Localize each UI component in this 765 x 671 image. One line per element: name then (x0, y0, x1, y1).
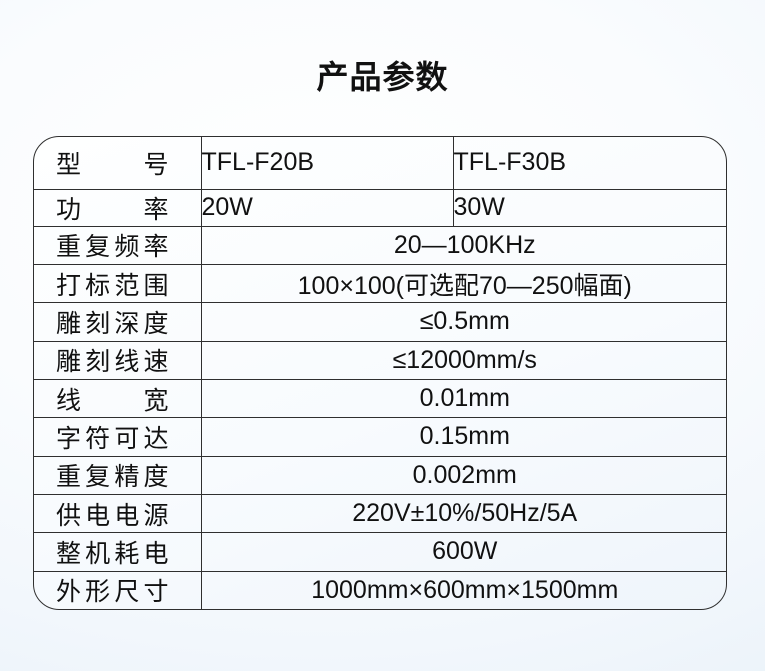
spec-value-model-f30b: TFL-F30B (452, 137, 726, 190)
spec-label-cell: 外形尺寸 (34, 570, 202, 609)
spec-label: 线 宽 (56, 386, 169, 415)
spec-label-cell: 线 宽 (34, 378, 202, 419)
spec-label: 打标范围 (56, 271, 169, 300)
spec-value: ≤0.5mm (200, 302, 726, 342)
spec-label: 型 号 (56, 150, 169, 179)
spec-label-cell: 字符可达 (34, 417, 202, 457)
spec-value: 1000mm×600mm×1500mm (200, 570, 726, 609)
table-row-dimensions: 外形尺寸 1000mm×600mm×1500mm (34, 570, 726, 609)
table-row-model: 型 号 TFL-F20B TFL-F30B (34, 137, 726, 190)
table-row-power: 功 率 20W 30W (34, 188, 726, 227)
spec-value: 0.01mm (200, 378, 726, 419)
spec-label: 外形尺寸 (56, 578, 169, 607)
spec-label-cell: 重复频率 (34, 225, 202, 265)
spec-label: 重复频率 (56, 233, 169, 262)
spec-table: 型 号 TFL-F20B TFL-F30B 功 率 20W 30W 重复频率 2… (33, 136, 727, 610)
table-row-repeat-accuracy: 重复精度 0.002mm (34, 455, 726, 495)
spec-label: 供电电源 (56, 501, 169, 530)
spec-label-cell: 功 率 (34, 188, 202, 227)
spec-label: 雕刻线速 (56, 348, 169, 377)
spec-label-cell: 供电电源 (34, 493, 202, 534)
page-title: 产品参数 (316, 59, 449, 95)
table-row-line-width: 线 宽 0.01mm (34, 378, 726, 419)
spec-value: 20—100KHz (200, 225, 726, 265)
spec-value: 0.002mm (200, 455, 726, 495)
spec-label-cell: 整机耗电 (34, 532, 202, 572)
spec-label: 功 率 (56, 195, 169, 224)
spec-label: 整机耗电 (56, 539, 169, 568)
spec-value: 0.15mm (200, 417, 726, 457)
table-row-power-consumption: 整机耗电 600W (34, 532, 726, 572)
spec-label-cell: 重复精度 (34, 455, 202, 495)
spec-label: 重复精度 (56, 463, 169, 492)
spec-label-cell: 打标范围 (34, 263, 202, 304)
spec-value: ≤12000mm/s (200, 340, 726, 380)
spec-value-power-f20b: 20W (200, 188, 454, 227)
spec-value: 100×100(可选配70—250幅面) (200, 263, 726, 304)
spec-label-cell: 雕刻深度 (34, 302, 202, 342)
spec-value-model-f20b: TFL-F20B (200, 137, 454, 190)
table-row-engraving-depth: 雕刻深度 ≤0.5mm (34, 302, 726, 342)
spec-table-grid: 型 号 TFL-F20B TFL-F30B 功 率 20W 30W 重复频率 2… (34, 137, 726, 609)
table-row-marking-area: 打标范围 100×100(可选配70—250幅面) (34, 263, 726, 304)
table-row-repetition-frequency: 重复频率 20—100KHz (34, 225, 726, 265)
spec-label-cell: 雕刻线速 (34, 340, 202, 380)
spec-label-cell: 型 号 (34, 137, 202, 190)
spec-value: 600W (200, 532, 726, 572)
spec-label: 雕刻深度 (56, 309, 169, 338)
spec-label: 字符可达 (56, 424, 169, 453)
table-row-min-character: 字符可达 0.15mm (34, 417, 726, 457)
table-row-power-supply: 供电电源 220V±10%/50Hz/5A (34, 493, 726, 534)
spec-value-power-f30b: 30W (452, 188, 726, 227)
spec-value: 220V±10%/50Hz/5A (200, 493, 726, 534)
table-row-engraving-speed: 雕刻线速 ≤12000mm/s (34, 340, 726, 380)
